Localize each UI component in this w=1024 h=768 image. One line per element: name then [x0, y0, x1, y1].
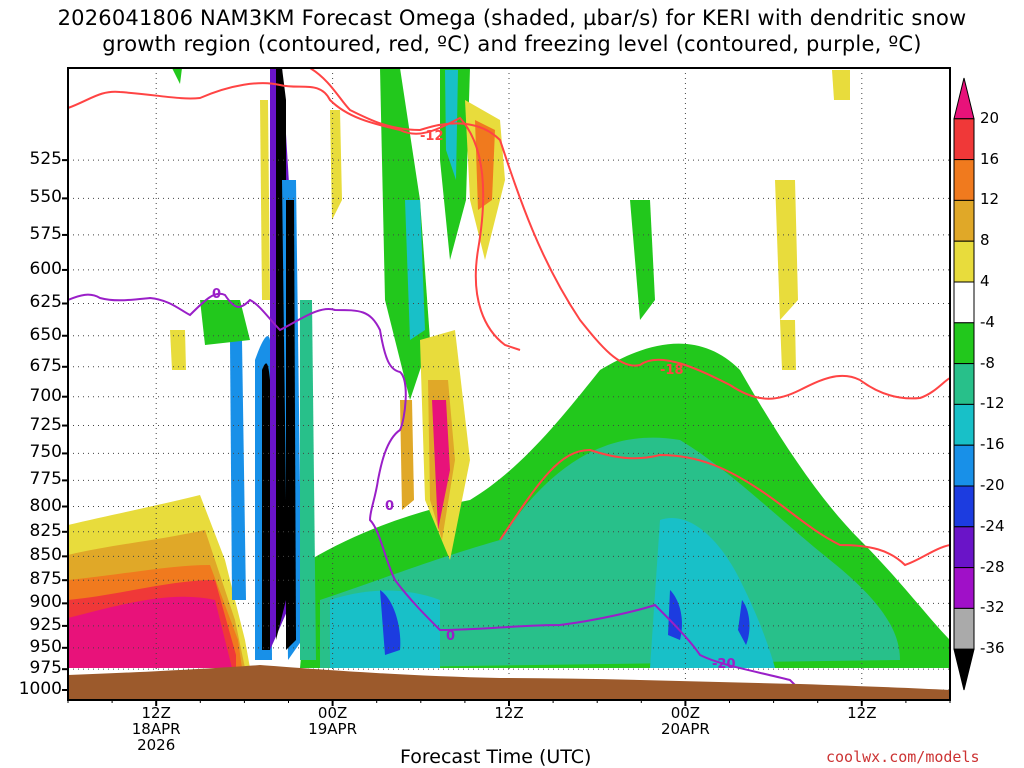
x-tick-label-sub2: 2026: [137, 736, 176, 754]
x-tick-label-label: 12Z: [494, 704, 524, 722]
y-tick-label: 550: [29, 187, 62, 208]
y-tick-label: 825: [29, 520, 62, 541]
y-tick-label: 1000: [18, 679, 62, 699]
y-tick-label: 900: [29, 592, 62, 613]
contour-label-zero-1: 0: [212, 287, 221, 302]
y-tick-label: 850: [29, 545, 62, 566]
colorbar-label: 8: [980, 231, 990, 250]
colorbar-segment: [953, 322, 975, 365]
y-tick-label: 600: [29, 258, 62, 279]
colorbar-label: -8: [980, 353, 995, 372]
y-tick-label: 875: [29, 569, 62, 590]
colorbar-segment: [953, 240, 975, 283]
y-tick-label: 650: [29, 324, 62, 345]
colorbar-label: -36: [980, 639, 1005, 658]
colorbar-segment: [953, 567, 975, 609]
colorbar-segment: [953, 199, 975, 242]
y-tick-label: 525: [29, 149, 62, 170]
colorbar-label: 20: [980, 108, 1000, 127]
colorbar-segment: [953, 281, 975, 324]
dgz-contour-minus12: [68, 82, 521, 351]
y-axis-ticks: [62, 159, 68, 691]
colorbar: [953, 77, 975, 691]
x-axis-ticks: [67, 700, 951, 706]
y-tick-label: 725: [29, 414, 62, 435]
colorbar-segment: [953, 485, 975, 528]
colorbar-label: -12: [980, 394, 1005, 413]
dgz-contour-minus18: [499, 448, 950, 567]
colorbar-segment: [953, 607, 975, 650]
x-tick-label-sub1: 19APR: [308, 720, 357, 738]
contour-lines: [68, 68, 950, 691]
colorbar-label: 16: [980, 149, 1000, 168]
omega-shading: [68, 68, 950, 668]
colorbar-segment: [953, 363, 975, 405]
credit-link[interactable]: coolwx.com/models: [826, 748, 980, 766]
colorbar-label: -28: [980, 557, 1005, 576]
x-tick-label-label: 00Z: [317, 704, 348, 722]
contour-label-zero-3: 0: [446, 629, 455, 644]
y-tick-label: 575: [29, 223, 62, 244]
x-tick-label-label: 00Z: [670, 704, 701, 722]
x-tick-label-sub1: 20APR: [660, 720, 710, 738]
colorbar-label: -16: [980, 435, 1005, 454]
colorbar-segment: [953, 648, 975, 691]
x-tick-label-sub1: 18APR: [131, 720, 181, 738]
x-tick-label-label: 12Z: [141, 704, 171, 722]
x-axis-title: Forecast Time (UTC): [400, 746, 592, 768]
colorbar-segment: [953, 77, 975, 120]
contour-label-minus18: -18: [660, 363, 684, 378]
y-tick-label: 750: [29, 442, 62, 463]
y-tick-label: 800: [29, 495, 62, 516]
contour-label-zero-2: 0: [385, 499, 394, 514]
x-tick-label-label: 12Z: [847, 704, 877, 722]
y-tick-label: 975: [29, 658, 62, 679]
chart-title-line2: growth region (contoured, red, ºC) and f…: [102, 32, 922, 56]
y-tick-label: 925: [29, 614, 62, 635]
y-tick-label: 625: [29, 292, 62, 313]
contour-label-zero-4: -20: [712, 657, 736, 672]
terrain-shading: [68, 665, 950, 700]
y-tick-label: 950: [29, 636, 62, 657]
y-tick-label: 675: [29, 355, 62, 376]
colorbar-label: -20: [980, 476, 1005, 494]
freezing-level-contour-0: [68, 292, 801, 691]
y-tick-label: 700: [29, 385, 62, 406]
colorbar-segment: [953, 526, 975, 569]
colorbar-label: -24: [980, 516, 1005, 535]
colorbar-label: 12: [980, 190, 1000, 209]
dgz-contour-minus12-upper: [309, 68, 950, 400]
contour-labels: -12 -18 0 0 0 -20: [212, 129, 736, 672]
y-tick-label: 775: [29, 469, 62, 490]
colorbar-segment: [953, 118, 975, 161]
colorbar-segment: [953, 444, 975, 487]
chart-title-line1: 2026041806 NAM3KM Forecast Omega (shaded…: [57, 6, 967, 30]
colorbar-segment: [953, 159, 975, 201]
colorbar-label: -4: [980, 312, 995, 331]
contour-label-minus12: -12: [420, 129, 444, 144]
colorbar-segment: [953, 403, 975, 446]
colorbar-label: 4: [980, 272, 990, 290]
colorbar-label: -32: [980, 598, 1005, 617]
